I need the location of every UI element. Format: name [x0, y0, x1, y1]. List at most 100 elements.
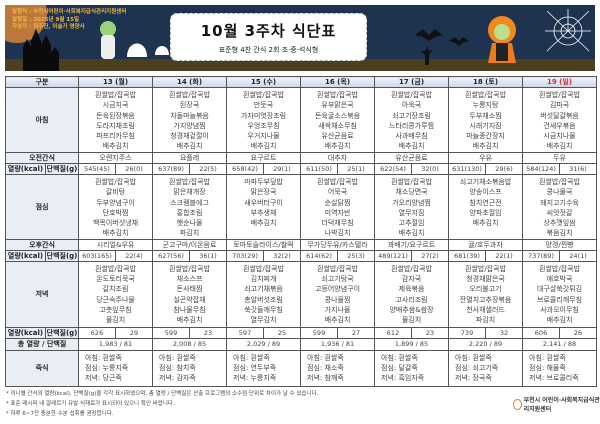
- total-value: 2,029 / 89: [226, 337, 302, 351]
- protein-value: 32(0): [411, 163, 450, 175]
- menu-item: 우거지나물: [247, 132, 280, 141]
- protein-value: 32: [485, 326, 524, 339]
- page-title: 10월 3주차 식단표: [200, 22, 337, 40]
- pm-snack: 꽈배기/요구르트: [374, 238, 450, 251]
- menu-item: 배추김치: [324, 142, 351, 151]
- day-header: 18 (토): [448, 76, 524, 88]
- menu-item: 된장국: [179, 101, 200, 110]
- menu-item: 맑은장국: [250, 188, 277, 197]
- day-header: 17 (금): [374, 76, 450, 88]
- menu-item: 양송이스프: [469, 188, 502, 197]
- am-snack-label: 오전간식: [4, 152, 80, 164]
- porridge-menu: 아침: 흰쌀죽 점심: 참치죽 저녁: 감자죽: [152, 349, 228, 387]
- lunch-row: 점심 흰쌀밥/잡곡밥 갈비탕 두부양념구이 단호박찜 백목이버섯냉채 배추김치 흰쌀밥/잡곡밥…: [4, 174, 598, 240]
- menu-item: 배추김치: [324, 316, 351, 325]
- pm-snack: 무가당두유/카스텔라: [300, 238, 376, 251]
- protein-value: 22(4): [115, 249, 154, 262]
- porridge-item: 아침: 흰쌀죽: [455, 354, 492, 363]
- lunch-menu: 흰쌀밥/잡곡밥 콩나물국 돼지고기수육 씨앗젓갈 상추깻잎쌈 볶음김치: [522, 174, 598, 240]
- header-row: 구분 13 (월) 14 (화) 15 (수) 16 (목) 17 (금) 18 (토) 19…: [4, 76, 598, 88]
- protein-value: 23: [411, 326, 450, 339]
- protein-value: 29(6): [485, 163, 524, 175]
- dinner-menu: 흰쌀밥/잡곡밥 김치찌개 쇠고기채볶음 총알버섯조림 쑥갓들깨무침 열무김치: [226, 260, 302, 328]
- menu-item: 배추김치: [102, 229, 129, 238]
- menu-item: 흰쌀밥/잡곡밥: [539, 178, 581, 186]
- menu-item: 가오리양념찜: [392, 198, 431, 207]
- pumpkin-character-icon: [488, 16, 516, 63]
- breakfast-menu: 흰쌀밥/잡곡밥 만둣국 가자미엿장조림 우엉조무침 우거지나물 배추김치: [226, 87, 302, 153]
- menu-item: 두부채소찜: [469, 111, 502, 120]
- menu-item: 갈비탕: [105, 188, 126, 197]
- kcal-value: 606: [522, 326, 561, 339]
- kcal-value: 603(165): [78, 249, 117, 262]
- meal-plan-table: 구분 13 (월) 14 (화) 15 (수) 16 (목) 17 (금) 18 (토) 19…: [4, 76, 598, 387]
- total-label: 총 열량 / 단백질: [4, 337, 80, 351]
- protein-value: 24(1): [559, 249, 598, 262]
- porridge-item: 점심: 연두부죽: [233, 364, 277, 373]
- protein-value: 26(0): [115, 163, 154, 175]
- total-value: 2,141 / 88: [522, 337, 598, 351]
- dinner-menu: 흰쌀밥/잡곡밥 애호박국 대구살쑥갓튀김 브로콜리깨무침 사과오이무침 배추김치: [522, 260, 598, 328]
- pm-snack: 양갱/찐빵: [522, 238, 598, 251]
- menu-item: 새싹채소무침: [318, 121, 357, 130]
- menu-item: 흰쌀밥/잡곡밥: [169, 264, 211, 273]
- menu-item: 물김치: [401, 316, 422, 325]
- mummy-icon: [100, 21, 116, 59]
- menu-item: 두부양념구이: [96, 198, 135, 207]
- porridge-menu: 아침: 흰쌀죽 점심: 해물죽 저녁: 브로콜리죽: [522, 349, 598, 387]
- menu-item: 차돌마늘볶음: [170, 111, 209, 120]
- ground-decoration: [5, 59, 595, 71]
- kcal-value: 599: [152, 326, 191, 339]
- menu-item: 가지양념찜: [173, 121, 206, 130]
- total-value: 2,008 / 85: [152, 337, 228, 351]
- menu-item: 쑥갓들깨무침: [244, 305, 283, 314]
- dinner-menu: 흰쌀밥/잡곡밥 쇠고기탕국 고등어양념구이 콩나물찜 가지나물 배추김치: [300, 260, 376, 328]
- porridge-item: 저녁: 참깨죽: [307, 374, 344, 383]
- menu-item: 가지나물: [324, 305, 351, 314]
- ghost-icon: [127, 43, 169, 57]
- day-header: 15 (수): [226, 76, 302, 88]
- menu-item: 돼지고기수육: [540, 198, 579, 207]
- breakfast-row: 아침 흰쌀밥/잡곡밥 시금치국 돈육된장볶음 도라지채조림 파프리카무침 배추김치 흰쌀밥/잡…: [4, 87, 598, 153]
- menu-item: 단호박찜: [102, 208, 129, 217]
- menu-item: 양배추쌈&쌈장: [389, 305, 434, 314]
- menu-item: 돈육굴소스볶음: [314, 111, 361, 120]
- am-snack: 요구르트: [226, 152, 302, 164]
- menu-item: 쇠고기탕국: [321, 275, 354, 284]
- menu-item: 씨앗젓갈: [546, 208, 573, 217]
- menu-item: 맑은채개장: [173, 188, 206, 197]
- porridge-item: 저녁: 누룽지죽: [233, 374, 277, 383]
- porridge-item: 저녁: 당근죽: [85, 374, 122, 383]
- menu-item: 당근숙주나물: [96, 295, 135, 304]
- porridge-item: 점심: 참치죽: [159, 364, 196, 373]
- lunch-menu: 쇠고기채소볶음밥 양송이스프 참치연근전 양파초절임 배추김치: [448, 174, 524, 240]
- author: 작성자 : 최주진, 이슬기 영양사: [12, 24, 85, 30]
- kcal-label: 열량(kcal): [5, 249, 46, 262]
- pm-snack: 귤/호두과자: [448, 238, 524, 251]
- menu-item: 돈육된장볶음: [96, 111, 135, 120]
- menu-item: 양파초절임: [469, 208, 502, 217]
- menu-item: 채소스프: [176, 275, 203, 284]
- menu-item: 어묵국: [327, 188, 348, 197]
- am-snack: 유산균음료: [374, 152, 450, 164]
- menu-item: 흰쌀밥/잡곡밥: [465, 91, 507, 99]
- menu-item: 콩나물찜: [324, 295, 351, 304]
- castle-icon: [23, 29, 59, 71]
- porridge-menu: 아침: 흰쌀죽 점심: 누룽지죽 저녁: 당근죽: [78, 349, 154, 387]
- protein-value: 27(2): [411, 249, 450, 262]
- menu-item: 유산균음료: [321, 132, 354, 141]
- protein-value: 31(6): [559, 163, 598, 175]
- kcal-value: 611(50): [300, 163, 339, 175]
- menu-item: 나박김치: [324, 229, 351, 238]
- menu-item: 열무지짐: [398, 208, 425, 217]
- menu-item: 감자국: [401, 275, 422, 284]
- menu-item: 새우버터구이: [244, 198, 283, 207]
- menu-item: 오리불고기: [469, 285, 502, 294]
- am-snack: 대추차: [300, 152, 376, 164]
- porridge-item: 점심: 해물죽: [529, 364, 566, 373]
- dinner-menu: 흰쌀밥/잡곡밥 감자국 제육볶음 고사리조림 양배추쌈&쌈장 물김치: [374, 260, 450, 328]
- am-snack-row: 오전간식 오렌지주스 요플레 요구르트 대추차 유산균음료 우유 두유: [4, 152, 598, 164]
- menu-item: 김파국: [549, 101, 570, 110]
- kcal-value: 737(89): [522, 249, 561, 262]
- menu-item: 천사채샐러드: [466, 305, 505, 314]
